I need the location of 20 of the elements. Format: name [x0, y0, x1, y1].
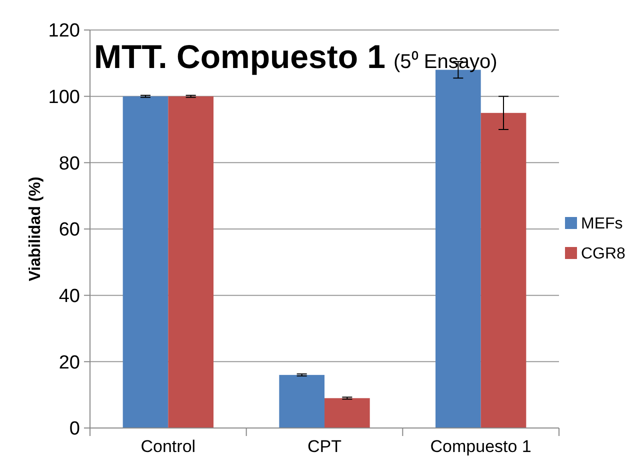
legend-label: MEFs — [581, 216, 623, 233]
bar — [279, 374, 324, 428]
y-tick-label: 20 — [58, 352, 80, 374]
y-tick-label: 40 — [58, 286, 80, 307]
x-tick-label: CPT — [308, 437, 342, 456]
y-tick-label: 0 — [69, 418, 80, 440]
y-tick-label: 100 — [48, 86, 80, 108]
y-tick-label: 60 — [58, 220, 80, 241]
x-tick-label: Compuesto 1 — [430, 437, 532, 456]
x-tick-label: Control — [140, 437, 196, 456]
y-tick-label: 120 — [48, 20, 80, 42]
bar — [480, 112, 526, 428]
bar — [168, 96, 214, 428]
legend-label: CGR8 — [581, 246, 626, 263]
y-tick-label: 80 — [58, 153, 80, 174]
bar — [324, 398, 370, 428]
y-axis-title: Viabilidad (%) — [27, 176, 44, 282]
chart-title: MTT. Compuesto 1 — [94, 38, 386, 75]
text: (5⁰ Ensayo) — [394, 50, 498, 73]
bar — [122, 96, 168, 428]
